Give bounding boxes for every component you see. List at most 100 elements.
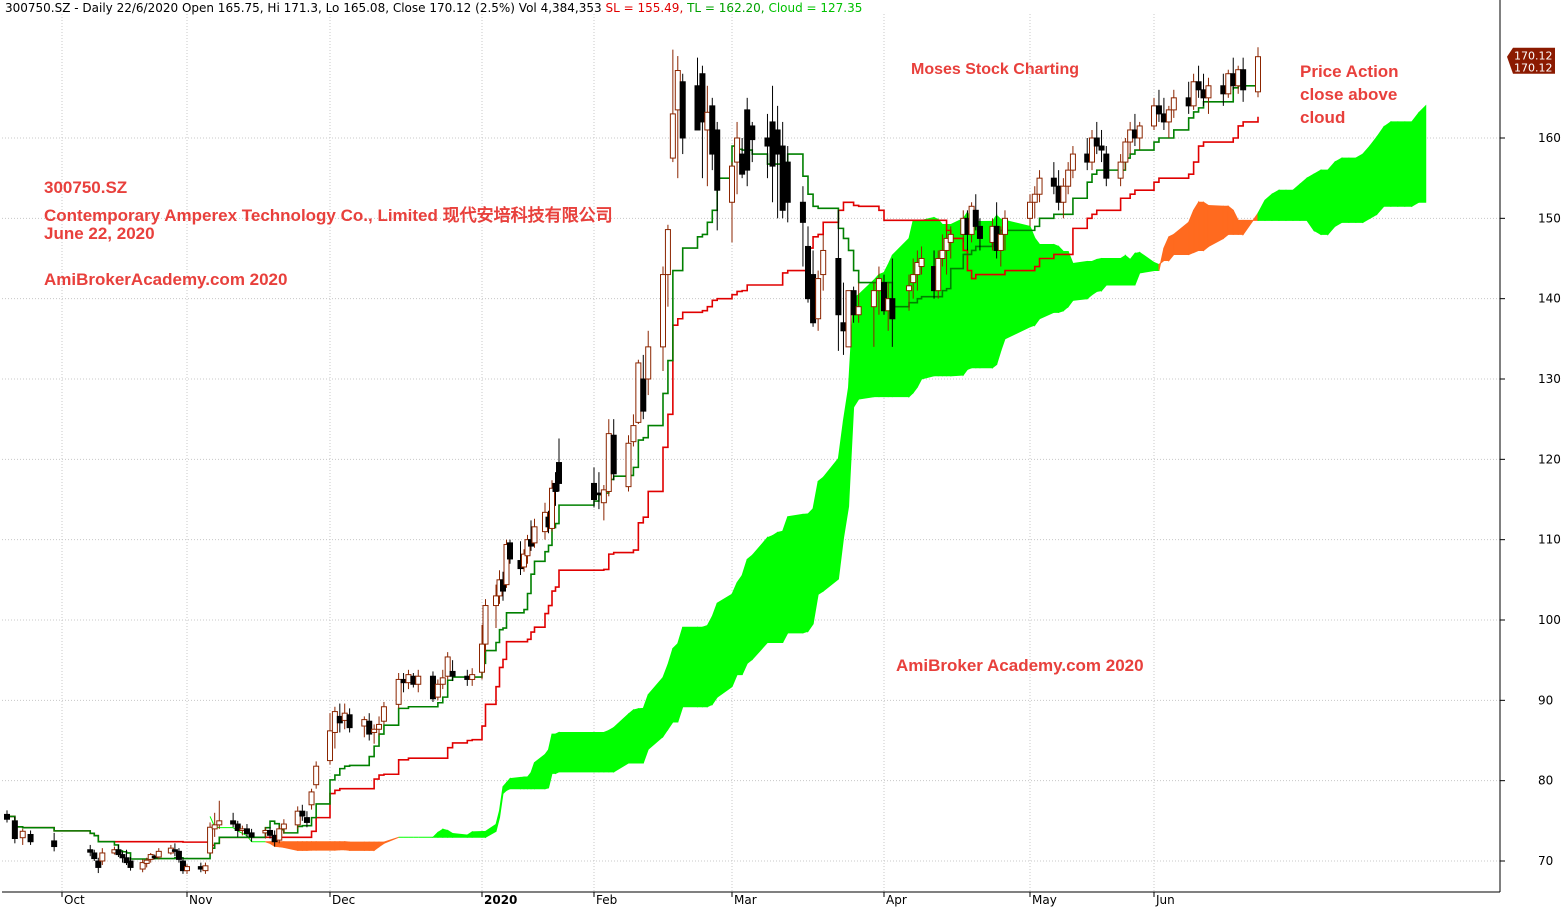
x-tick-label: Mar	[734, 893, 757, 907]
cloud-segment	[822, 457, 839, 593]
cloud-segment	[975, 220, 981, 369]
candle-body	[591, 482, 597, 500]
ticker-label: 300750.SZ	[44, 178, 128, 197]
candle-body	[234, 823, 241, 831]
candle-body	[630, 425, 637, 443]
cloud-segment	[1397, 121, 1406, 207]
cloud-segment	[817, 476, 824, 596]
candle-body	[769, 121, 776, 167]
candle-body	[1060, 185, 1067, 203]
candle-body	[1160, 113, 1167, 123]
candle-body	[850, 290, 857, 316]
candle-body	[935, 258, 942, 292]
candle-body	[1205, 85, 1212, 99]
cloud-segment	[1348, 157, 1357, 223]
candle-body	[336, 715, 343, 724]
cloud-segment	[558, 731, 595, 773]
cloud-segment	[642, 694, 649, 764]
header-tl: TL = 162.20,	[687, 1, 765, 15]
cloud-segment	[593, 731, 600, 773]
price-badge-label: 170.12	[1514, 62, 1553, 75]
cloud-segment	[966, 212, 973, 371]
candle-body	[449, 670, 456, 677]
candle-body	[1117, 161, 1124, 179]
cloud-segment	[1411, 111, 1420, 208]
cloud-segment	[1320, 169, 1329, 235]
candle-body	[482, 605, 489, 645]
candle-body	[184, 866, 190, 872]
candle-body	[1235, 69, 1242, 87]
cloud-segment	[971, 220, 977, 369]
candle-body	[248, 832, 255, 838]
candle-body	[1190, 81, 1197, 107]
candle-body	[679, 81, 686, 139]
cloud-segment	[787, 513, 804, 634]
cloud-segment	[741, 559, 748, 675]
candle-body	[380, 706, 387, 722]
cloud-segment	[677, 627, 684, 723]
cloud-segment	[278, 841, 285, 848]
cloud-segment	[1062, 250, 1069, 312]
candle-body	[439, 677, 446, 685]
cloud-segment	[315, 841, 331, 851]
cloud-segment	[667, 648, 674, 731]
cloud-segment	[1306, 173, 1315, 232]
candle-body	[943, 237, 950, 251]
candle-body	[376, 723, 383, 730]
candle-body	[464, 675, 471, 680]
cloud-segment	[1193, 200, 1200, 254]
candle-body	[341, 712, 348, 721]
candle-body	[1122, 141, 1129, 163]
cloud-segment	[628, 708, 634, 764]
candle-body	[556, 462, 562, 484]
candle-body	[493, 595, 499, 607]
cloud-segment	[746, 554, 753, 665]
candle-body	[669, 113, 676, 159]
cloud-segment	[1072, 260, 1088, 301]
candle-body	[434, 683, 441, 698]
x-tick-label: 2020	[484, 893, 517, 907]
candle-body	[276, 828, 283, 841]
candle-body	[734, 137, 741, 163]
cloud-segment	[301, 841, 308, 851]
cloud-segment	[1278, 189, 1287, 221]
candle-body	[976, 225, 983, 239]
candle-body	[531, 526, 538, 544]
cloud-segment	[1153, 261, 1160, 272]
candle-body	[625, 442, 632, 488]
candle-body	[1098, 145, 1105, 151]
cloud-segment	[1034, 236, 1041, 327]
candle-body	[95, 860, 102, 868]
cloud-segment	[368, 841, 375, 851]
candle-body	[415, 675, 422, 685]
cloud-segment	[782, 516, 789, 643]
cloud-segment	[697, 626, 703, 708]
candle-body	[410, 675, 417, 685]
candle-body	[521, 553, 527, 568]
cloud-segment	[1341, 157, 1350, 223]
candle-body	[1103, 153, 1110, 179]
candle-body	[1200, 89, 1207, 99]
candle-body	[906, 285, 913, 292]
cloud-segment	[471, 830, 483, 838]
cloud-segment	[912, 219, 918, 395]
company-label: Contemporary Amperex Technology Co., Lim…	[44, 206, 613, 225]
candle-body	[366, 720, 373, 735]
candle-body	[1165, 109, 1172, 123]
candle-body	[115, 849, 122, 856]
y-tick-label: 80	[1538, 774, 1553, 788]
candle-body	[972, 209, 979, 227]
candle-body	[764, 137, 771, 147]
candle-body	[1151, 105, 1157, 127]
cloud-segment	[751, 536, 768, 661]
plot-area	[2, 14, 1500, 892]
candle-body	[845, 290, 852, 348]
cloud-segment	[672, 642, 679, 723]
candle-body	[313, 765, 320, 786]
candle-body	[327, 730, 333, 762]
candle-body	[175, 850, 182, 860]
x-tick-label: Jun	[1155, 893, 1175, 907]
candle-body	[799, 201, 806, 223]
price-action-line1: Price Action	[1300, 62, 1399, 81]
moses-label: Moses Stock Charting	[911, 61, 1080, 78]
